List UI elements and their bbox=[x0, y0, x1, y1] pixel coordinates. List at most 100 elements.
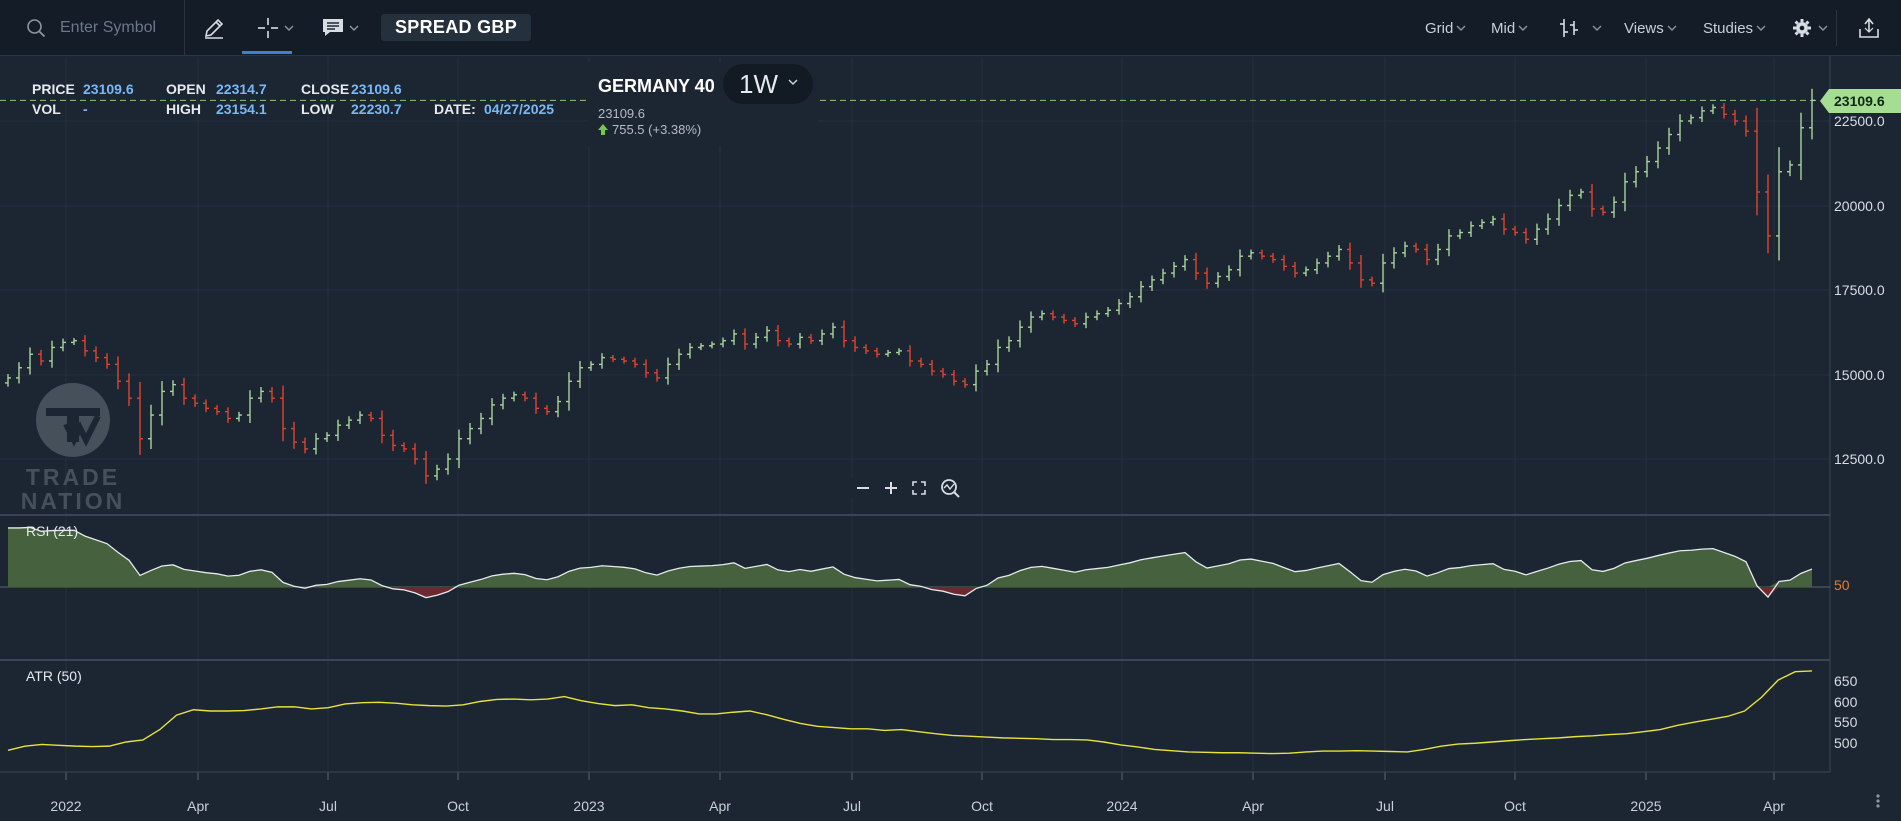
logo-word-nation: NATION bbox=[20, 488, 126, 514]
grid-menu[interactable]: Grid bbox=[1425, 14, 1466, 42]
views-menu-label: Views bbox=[1624, 19, 1664, 37]
time-axis-label: 2023 bbox=[573, 798, 605, 814]
rsi-level-label: 50 bbox=[1834, 577, 1850, 593]
open-label: OPEN bbox=[166, 81, 206, 97]
export-icon bbox=[1859, 17, 1879, 38]
account-badge: SPREAD GBP bbox=[381, 14, 532, 41]
chevron-down-icon bbox=[788, 79, 798, 86]
last-price-tag: 23109.6 bbox=[1820, 89, 1901, 113]
high-value-text: 23154.1 bbox=[216, 101, 267, 117]
more-options-icon[interactable] bbox=[1875, 793, 1881, 814]
low-label: LOW bbox=[301, 101, 334, 117]
chevron-down-icon bbox=[1818, 25, 1828, 31]
time-axis-label: Oct bbox=[447, 798, 469, 814]
close-value-text: 23109.6 bbox=[351, 81, 402, 97]
price-axis-label: 20000.0 bbox=[1834, 198, 1885, 214]
atr-pane-divider[interactable] bbox=[0, 659, 1830, 661]
last-price-tag-text: 23109.6 bbox=[1834, 93, 1885, 109]
low-value-text: 22230.7 bbox=[351, 101, 402, 117]
atr-axis-label: 600 bbox=[1834, 694, 1858, 710]
chart-search-icon[interactable] bbox=[940, 478, 960, 498]
crosshair-icon bbox=[258, 18, 278, 38]
price-axis-label: 12500.0 bbox=[1834, 451, 1885, 467]
time-axis-label: Jul bbox=[319, 798, 337, 814]
high-value: 23154.1 bbox=[216, 101, 267, 117]
active-tool-indicator bbox=[242, 51, 292, 54]
vol-readout: VOL bbox=[32, 101, 61, 117]
vol-label: VOL bbox=[32, 101, 61, 117]
time-axis-label: 2025 bbox=[1630, 798, 1662, 814]
date-readout: DATE: bbox=[434, 101, 476, 117]
time-axis-label: Apr bbox=[709, 798, 731, 814]
rsi-line bbox=[8, 526, 1813, 599]
close-label: CLOSE bbox=[301, 81, 350, 97]
time-axis-label: Apr bbox=[1242, 798, 1264, 814]
chevron-down-icon bbox=[1456, 25, 1466, 31]
draw-tool-button[interactable] bbox=[198, 8, 230, 48]
time-axis-label: Jul bbox=[1376, 798, 1394, 814]
last-price-tag-shape bbox=[1820, 89, 1901, 113]
comment-icon bbox=[323, 19, 343, 36]
price-label: PRICE bbox=[32, 81, 75, 97]
search-input[interactable]: Enter Symbol bbox=[60, 19, 157, 36]
bar-style-icon bbox=[1560, 19, 1578, 37]
rsi-pane-divider[interactable] bbox=[0, 514, 1830, 516]
chevron-down-icon bbox=[1756, 25, 1766, 31]
time-axis-label: 2024 bbox=[1106, 798, 1138, 814]
symbol-name: GERMANY 40 bbox=[598, 76, 715, 96]
search-icon bbox=[27, 19, 46, 38]
price-readout: PRICE bbox=[32, 81, 75, 97]
toolbar-divider bbox=[1836, 10, 1837, 46]
gear-icon bbox=[1793, 19, 1811, 37]
zoom-in-icon[interactable] bbox=[884, 481, 898, 495]
fit-screen-icon[interactable] bbox=[912, 481, 926, 495]
price-axis-label: 17500.0 bbox=[1834, 282, 1885, 298]
timeframe-label: 1W bbox=[739, 68, 778, 99]
time-axis-label: Apr bbox=[1763, 798, 1785, 814]
symbol-search[interactable]: Enter Symbol bbox=[0, 0, 185, 56]
trade-nation-logo: TRADE NATION bbox=[16, 380, 130, 514]
timeframe-selector[interactable]: 1W bbox=[723, 64, 813, 104]
chevron-down-icon bbox=[1592, 25, 1602, 31]
atr-axis-label: 500 bbox=[1834, 735, 1858, 751]
atr-pane-title: ATR (50) bbox=[26, 668, 82, 684]
date-label: DATE: bbox=[434, 101, 476, 117]
symbol-change: 755.5 (+3.38%) bbox=[598, 122, 701, 137]
price-value: 23109.6 bbox=[83, 81, 134, 97]
annotation-tool-button[interactable] bbox=[318, 8, 362, 48]
rsi-pane-title: RSI (21) bbox=[26, 523, 79, 539]
price-type-menu[interactable]: Mid bbox=[1491, 14, 1528, 42]
price-axis-label: 22500.0 bbox=[1834, 113, 1885, 129]
low-value: 22230.7 bbox=[351, 101, 402, 117]
vol-value-text: - bbox=[83, 101, 88, 117]
export-button[interactable] bbox=[1852, 8, 1886, 48]
time-axis-label: Jul bbox=[843, 798, 861, 814]
open-value: 22314.7 bbox=[216, 81, 267, 97]
atr-axis-label: 650 bbox=[1834, 673, 1858, 689]
time-axis-label: 2022 bbox=[50, 798, 82, 814]
views-menu[interactable]: Views bbox=[1624, 14, 1677, 42]
arrow-up-icon bbox=[598, 124, 608, 135]
zoom-out-icon[interactable] bbox=[856, 481, 870, 495]
open-value-text: 22314.7 bbox=[216, 81, 267, 97]
rsi-area-above bbox=[8, 527, 1812, 587]
rsi-area-below bbox=[8, 587, 1812, 598]
chart-style-menu[interactable] bbox=[1558, 14, 1602, 42]
price-value-text: 23109.6 bbox=[83, 81, 134, 97]
atr-line bbox=[7, 670, 1813, 755]
settings-menu[interactable] bbox=[1792, 14, 1828, 42]
price-axis-label: 15000.0 bbox=[1834, 367, 1885, 383]
time-axis-label: Apr bbox=[187, 798, 209, 814]
date-value: 04/27/2025 bbox=[484, 101, 554, 117]
studies-menu[interactable]: Studies bbox=[1703, 14, 1766, 42]
date-value-text: 04/27/2025 bbox=[484, 101, 555, 117]
open-readout: OPEN bbox=[166, 81, 206, 97]
trade-nation-emblem bbox=[36, 383, 110, 457]
chevron-down-icon bbox=[349, 25, 359, 31]
vol-value: - bbox=[83, 101, 88, 117]
chevron-down-icon bbox=[1667, 25, 1677, 31]
time-axis-label: Oct bbox=[1504, 798, 1526, 814]
symbol-last-price: 23109.6 bbox=[598, 106, 645, 121]
crosshair-tool-button[interactable] bbox=[252, 8, 298, 48]
